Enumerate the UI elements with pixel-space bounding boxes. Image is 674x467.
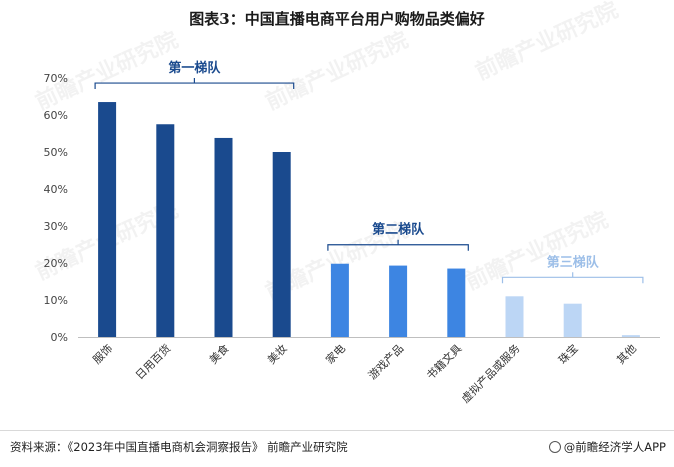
x-tick-label: 美妆 [265, 342, 290, 367]
bar [563, 303, 582, 337]
y-tick-label: 10% [44, 294, 68, 307]
footer: 资料来源：《2023年中国直播电商机会洞察报告》 前瞻产业研究院 @前瞻经济学人… [0, 430, 674, 467]
y-tick-label: 30% [44, 220, 68, 233]
y-tick-label: 20% [44, 257, 68, 270]
bar [98, 102, 117, 337]
x-tick-label: 服饰 [90, 341, 115, 366]
bar [214, 137, 233, 337]
tier-bracket [327, 239, 469, 251]
bar [330, 263, 349, 337]
watermark-text: 前瞻产业研究院 [472, 0, 623, 85]
y-axis: 0% 10% 20% 30% 40% 50% 60% 70% [44, 72, 68, 344]
x-tick-label: 美食 [206, 341, 231, 366]
chart-title: 图表3：中国直播电商平台用户购物品类偏好 [189, 10, 485, 28]
bar [447, 268, 466, 337]
tier-label: 第一梯队 [168, 60, 221, 76]
tier-bracket [94, 78, 295, 90]
watermark-text: 前瞻产业研究院 [462, 207, 613, 296]
x-tick-label: 日用百货 [132, 341, 173, 382]
y-tick-label: 40% [44, 183, 68, 196]
bar [621, 335, 640, 337]
y-tick-label: 0% [51, 331, 68, 344]
brand-logo-icon [548, 441, 561, 453]
bars [98, 102, 640, 337]
tier-label: 第二梯队 [372, 222, 425, 238]
watermark-text: 前瞻产业研究院 [262, 27, 413, 116]
y-tick-label: 70% [44, 72, 68, 85]
bar-chart: 前瞻产业研究院前瞻产业研究院前瞻产业研究院前瞻产业研究院前瞻产业研究院前瞻产业研… [32, 0, 660, 406]
bar [156, 124, 175, 337]
x-tick-label: 游戏产品 [365, 341, 406, 382]
x-tick-label: 家电 [323, 341, 348, 366]
bar [272, 152, 291, 337]
watermark-layer: 前瞻产业研究院前瞻产业研究院前瞻产业研究院前瞻产业研究院前瞻产业研究院前瞻产业研… [32, 0, 623, 305]
brand-credit: @前瞻经济学人APP [548, 439, 666, 455]
tier-bracket [501, 272, 644, 284]
bar [505, 296, 524, 337]
x-tick-label: 书籍文具 [423, 341, 464, 382]
tier-label: 第三梯队 [547, 254, 600, 270]
brand-text: @前瞻经济学人APP [563, 440, 666, 454]
x-tick-label: 虚拟产品或服务 [458, 341, 522, 405]
y-tick-label: 50% [44, 146, 68, 159]
source-note: 资料来源：《2023年中国直播电商机会洞察报告》 前瞻产业研究院 [10, 440, 348, 454]
x-tick-label: 珠宝 [555, 341, 580, 366]
y-tick-label: 60% [44, 109, 68, 122]
x-tick-label: 其他 [614, 342, 639, 367]
bar [389, 265, 408, 337]
